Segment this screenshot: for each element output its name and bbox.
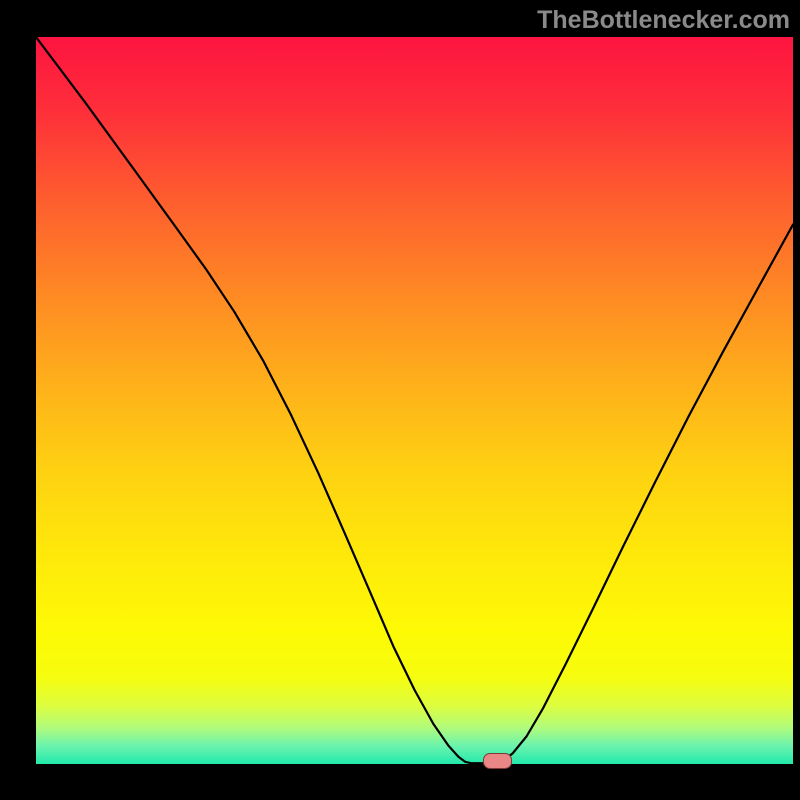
chart-plot-area [36, 37, 793, 764]
chart-curve [36, 37, 793, 764]
bottleneck-curve-path [36, 37, 793, 763]
attribution-text: TheBottlenecker.com [537, 6, 790, 35]
optimal-marker [483, 753, 512, 769]
